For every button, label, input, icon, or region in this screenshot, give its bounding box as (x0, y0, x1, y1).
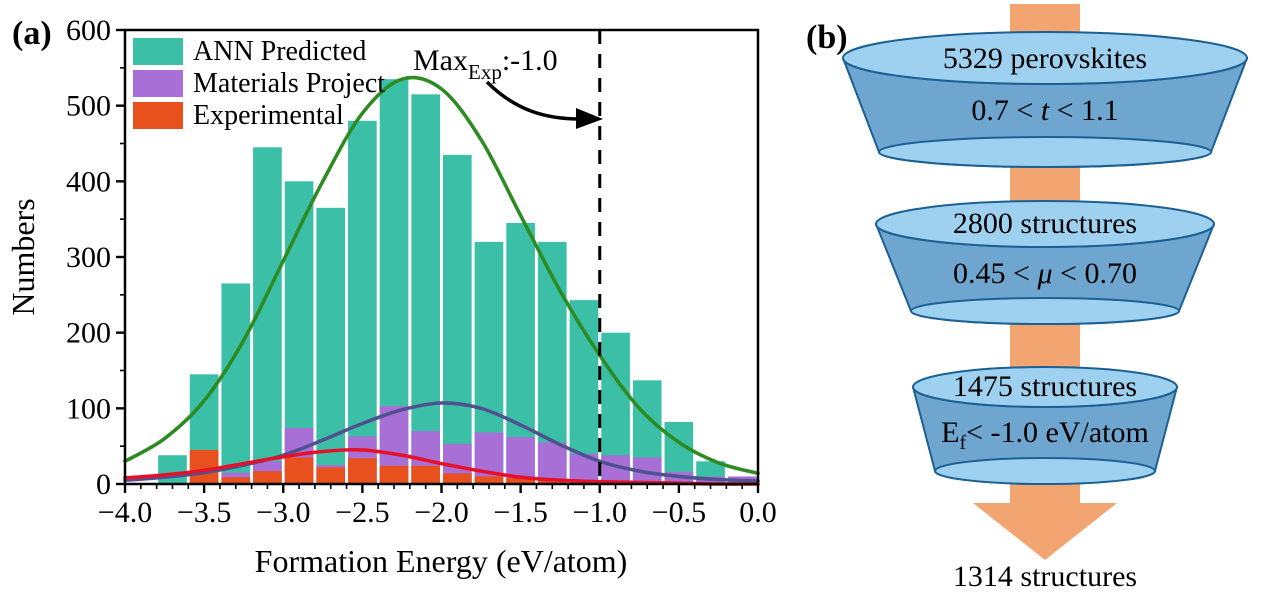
funnel-panel: (b) 5329 perovskites 0.7 < t < 1.1 2800 … (806, 4, 1248, 593)
curved-arrow (485, 80, 581, 121)
stage-2-count: 2800 structures (953, 207, 1137, 240)
stage-3-count: 1475 structures (953, 370, 1137, 403)
legend-swatch-ann (133, 38, 183, 65)
y-tick-label: 300 (66, 241, 111, 274)
funnel-stage-2: 2800 structures 0.45 < μ < 0.70 (875, 200, 1215, 325)
stage-2-top-ellipse (875, 200, 1215, 248)
y-tick-label: 0 (96, 468, 111, 501)
stage-3-bottom-ellipse (934, 457, 1156, 485)
funnel-stage-3: 1475 structures Ef< -1.0 eV/atom (912, 366, 1178, 485)
plot-border (123, 28, 760, 486)
histogram-panel: (a) −4.0 −3.5 −3.0 −2.5 −2.0 −1.5 −1.0 −0.5 0.0 0… (5, 14, 777, 579)
x-axis-title: Formation Energy (eV/atom) (255, 543, 628, 579)
stage-3-top-ellipse (912, 366, 1178, 408)
bar-experimental (537, 480, 567, 484)
x-tick-label: −2.0 (414, 496, 468, 529)
panel-b-label: (b) (806, 19, 848, 56)
bar-materials-project (474, 432, 504, 484)
bar-ann-predicted (158, 455, 187, 484)
fit-curves (123, 75, 760, 486)
bar-ann-predicted (348, 120, 377, 485)
stage-2-bottom-ellipse (910, 297, 1180, 325)
x-tick-label: −1.0 (573, 496, 627, 529)
y-axis-title: Numbers (5, 198, 41, 315)
x-tick-label: −0.5 (652, 496, 706, 529)
histogram-bars (158, 79, 757, 485)
fit-curve-exp (123, 447, 760, 486)
fit-curve-mp (123, 401, 760, 483)
bar-experimental (221, 477, 251, 484)
bar-experimental (474, 476, 504, 484)
stage-2-criterion: 0.45 < μ < 0.70 (953, 257, 1137, 290)
arrowhead (576, 108, 603, 129)
legend: ANN Predicted Materials Project Experime… (133, 36, 385, 131)
bar-experimental (506, 477, 535, 484)
final-arrowhead (973, 503, 1117, 560)
flow-band-3 (1010, 318, 1080, 374)
max-exp-annotation: MaxExp:-1.0 (413, 44, 603, 129)
funnel-stage-1: 5329 perovskites 0.7 < t < 1.1 (842, 31, 1248, 168)
fit-curve-ann (123, 75, 760, 476)
y-tick-label: 500 (66, 90, 111, 123)
legend-swatch-exp (133, 102, 183, 129)
bar-experimental (284, 457, 314, 484)
legend-label-ann: ANN Predicted (193, 36, 366, 67)
x-tick-label: 0.0 (739, 496, 777, 529)
funnel-result: 1314 structures (953, 560, 1137, 593)
bar-experimental (253, 471, 282, 484)
x-tick-label: −3.5 (177, 496, 231, 529)
legend-swatch-mp (133, 70, 183, 97)
bar-experimental (379, 465, 409, 484)
bar-materials-project (537, 442, 567, 484)
x-tick-label: −1.5 (493, 496, 547, 529)
x-tick-label: −2.5 (335, 496, 389, 529)
bar-ann-predicted (443, 154, 472, 484)
bar-experimental (411, 465, 440, 484)
legend-label-mp: Materials Project (193, 68, 385, 99)
y-tick-label: 600 (66, 14, 111, 47)
stage-1-top-ellipse (842, 31, 1248, 85)
max-exp-text: MaxExp:-1.0 (413, 44, 558, 84)
legend-label-exp: Experimental (193, 100, 344, 131)
y-tick-label: 400 (66, 165, 111, 198)
stage-1-count: 5329 perovskites (943, 42, 1147, 75)
stage-1-bottom-ellipse (878, 136, 1212, 168)
y-tick-label: 200 (66, 317, 111, 350)
bar-experimental (348, 458, 377, 484)
y-tick-label: 100 (66, 392, 111, 425)
bar-experimental (316, 467, 346, 484)
stage-3-criterion: Ef< -1.0 eV/atom (941, 416, 1149, 454)
x-tick-label: −3.0 (256, 496, 310, 529)
panel-a-label: (a) (12, 15, 52, 52)
bar-ann-predicted (221, 283, 251, 484)
stage-1-criterion: 0.7 < t < 1.1 (971, 94, 1118, 127)
bar-ann-predicted (411, 94, 440, 484)
bar-experimental (443, 473, 472, 484)
bar-experimental (189, 449, 219, 484)
x-tick-label: −4.0 (98, 496, 152, 529)
axis-tick-labels: −4.0 −3.5 −3.0 −2.5 −2.0 −1.5 −1.0 −0.5 0.0 0 100 2… (66, 14, 777, 529)
